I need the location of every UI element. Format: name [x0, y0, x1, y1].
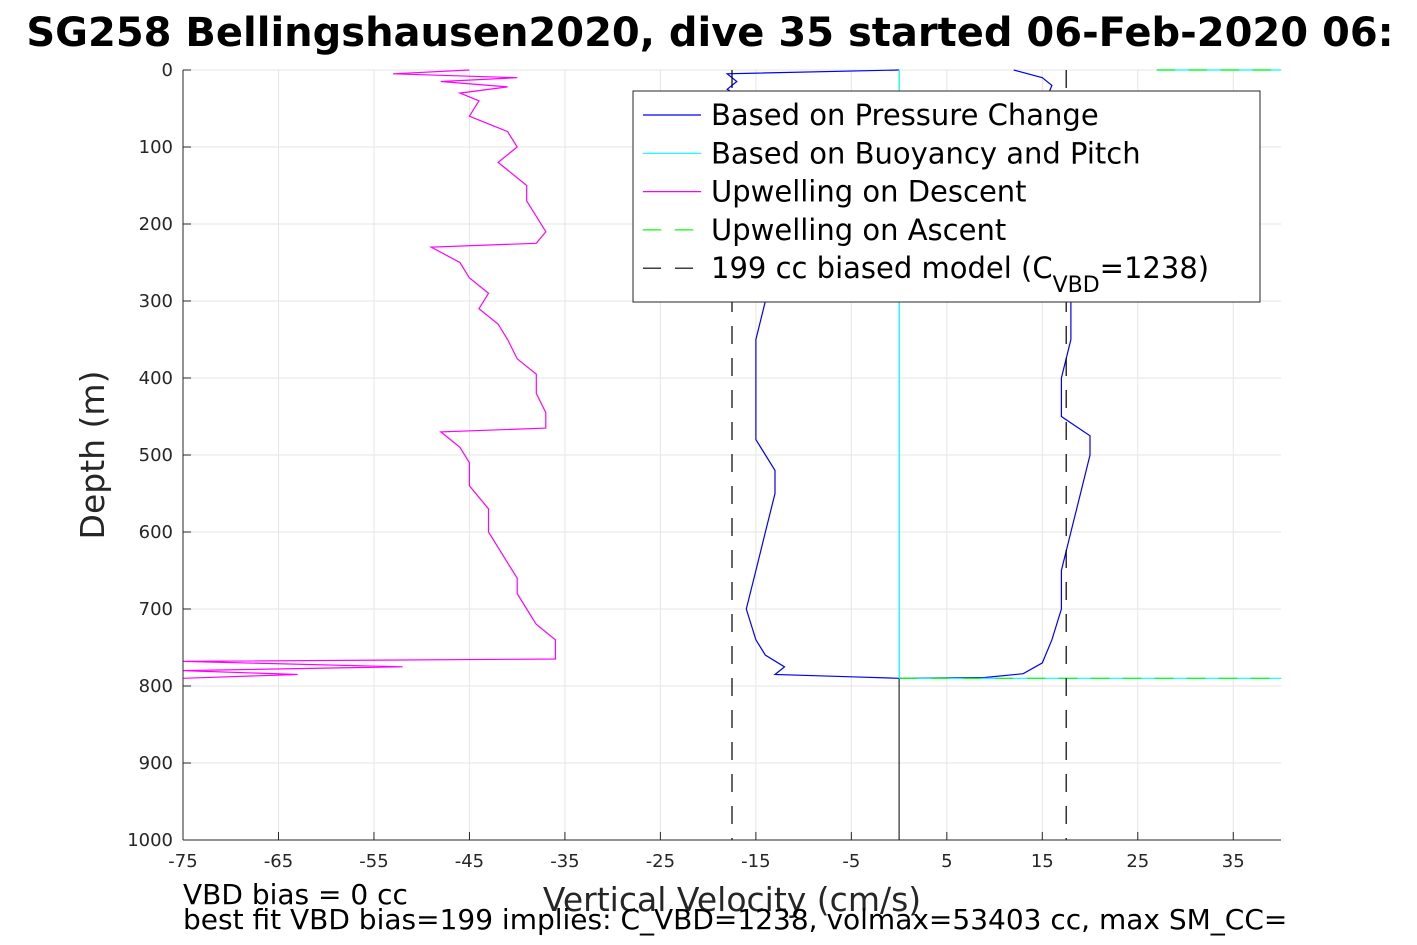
x-tick-label: -45 [455, 851, 484, 872]
x-tick-label: 5 [941, 851, 952, 872]
chart-title: SG258 Bellingshausen2020, dive 35 starte… [26, 10, 1393, 56]
x-tick-label: -5 [842, 851, 860, 872]
legend-label-buoyancy: Based on Buoyancy and Pitch [711, 136, 1141, 170]
y-axis-label: Depth (m) [73, 371, 112, 540]
y-tick-label: 200 [139, 214, 173, 235]
legend-label-upwell-descent: Upwelling on Descent [711, 175, 1027, 209]
y-tick-label: 100 [139, 137, 173, 158]
x-tick-label: 25 [1126, 851, 1149, 872]
y-tick-label: 900 [139, 753, 173, 774]
x-tick-label: 35 [1222, 851, 1245, 872]
y-tick-label: 0 [162, 60, 173, 81]
legend-label-biased-model: 199 cc biased model (CVBD=1238) [711, 251, 1209, 298]
y-tick-label: 600 [139, 522, 173, 543]
x-axis-label: Vertical Velocity (cm/s) [543, 880, 921, 919]
x-tick-label: -65 [264, 851, 293, 872]
vbd-bias-note: VBD bias = 0 cc [183, 878, 408, 911]
y-tick-label: 300 [139, 291, 173, 312]
x-tick-label: -25 [646, 851, 675, 872]
legend-label-pressure: Based on Pressure Change [711, 98, 1099, 132]
legend-box [632, 90, 1261, 303]
y-tick-label: 500 [139, 445, 173, 466]
x-tick-label: -15 [741, 851, 770, 872]
x-tick-label: -55 [359, 851, 388, 872]
y-tick-label: 800 [139, 676, 173, 697]
x-tick-label: -35 [550, 851, 579, 872]
y-tick-label: 1000 [127, 830, 173, 851]
y-tick-label: 700 [139, 599, 173, 620]
series-upwelling-on-descent-line [182, 69, 557, 679]
legend: Based on Pressure Change Based on Buoyanc… [632, 90, 1261, 303]
x-tick-label: 15 [1031, 851, 1054, 872]
y-tick-label: 400 [139, 368, 173, 389]
legend-label-upwell-ascent: Upwelling on Ascent [711, 213, 1006, 247]
x-tick-label: -75 [168, 851, 197, 872]
best-fit-note: best fit VBD bias=199 implies: C_VBD=123… [183, 903, 1287, 936]
